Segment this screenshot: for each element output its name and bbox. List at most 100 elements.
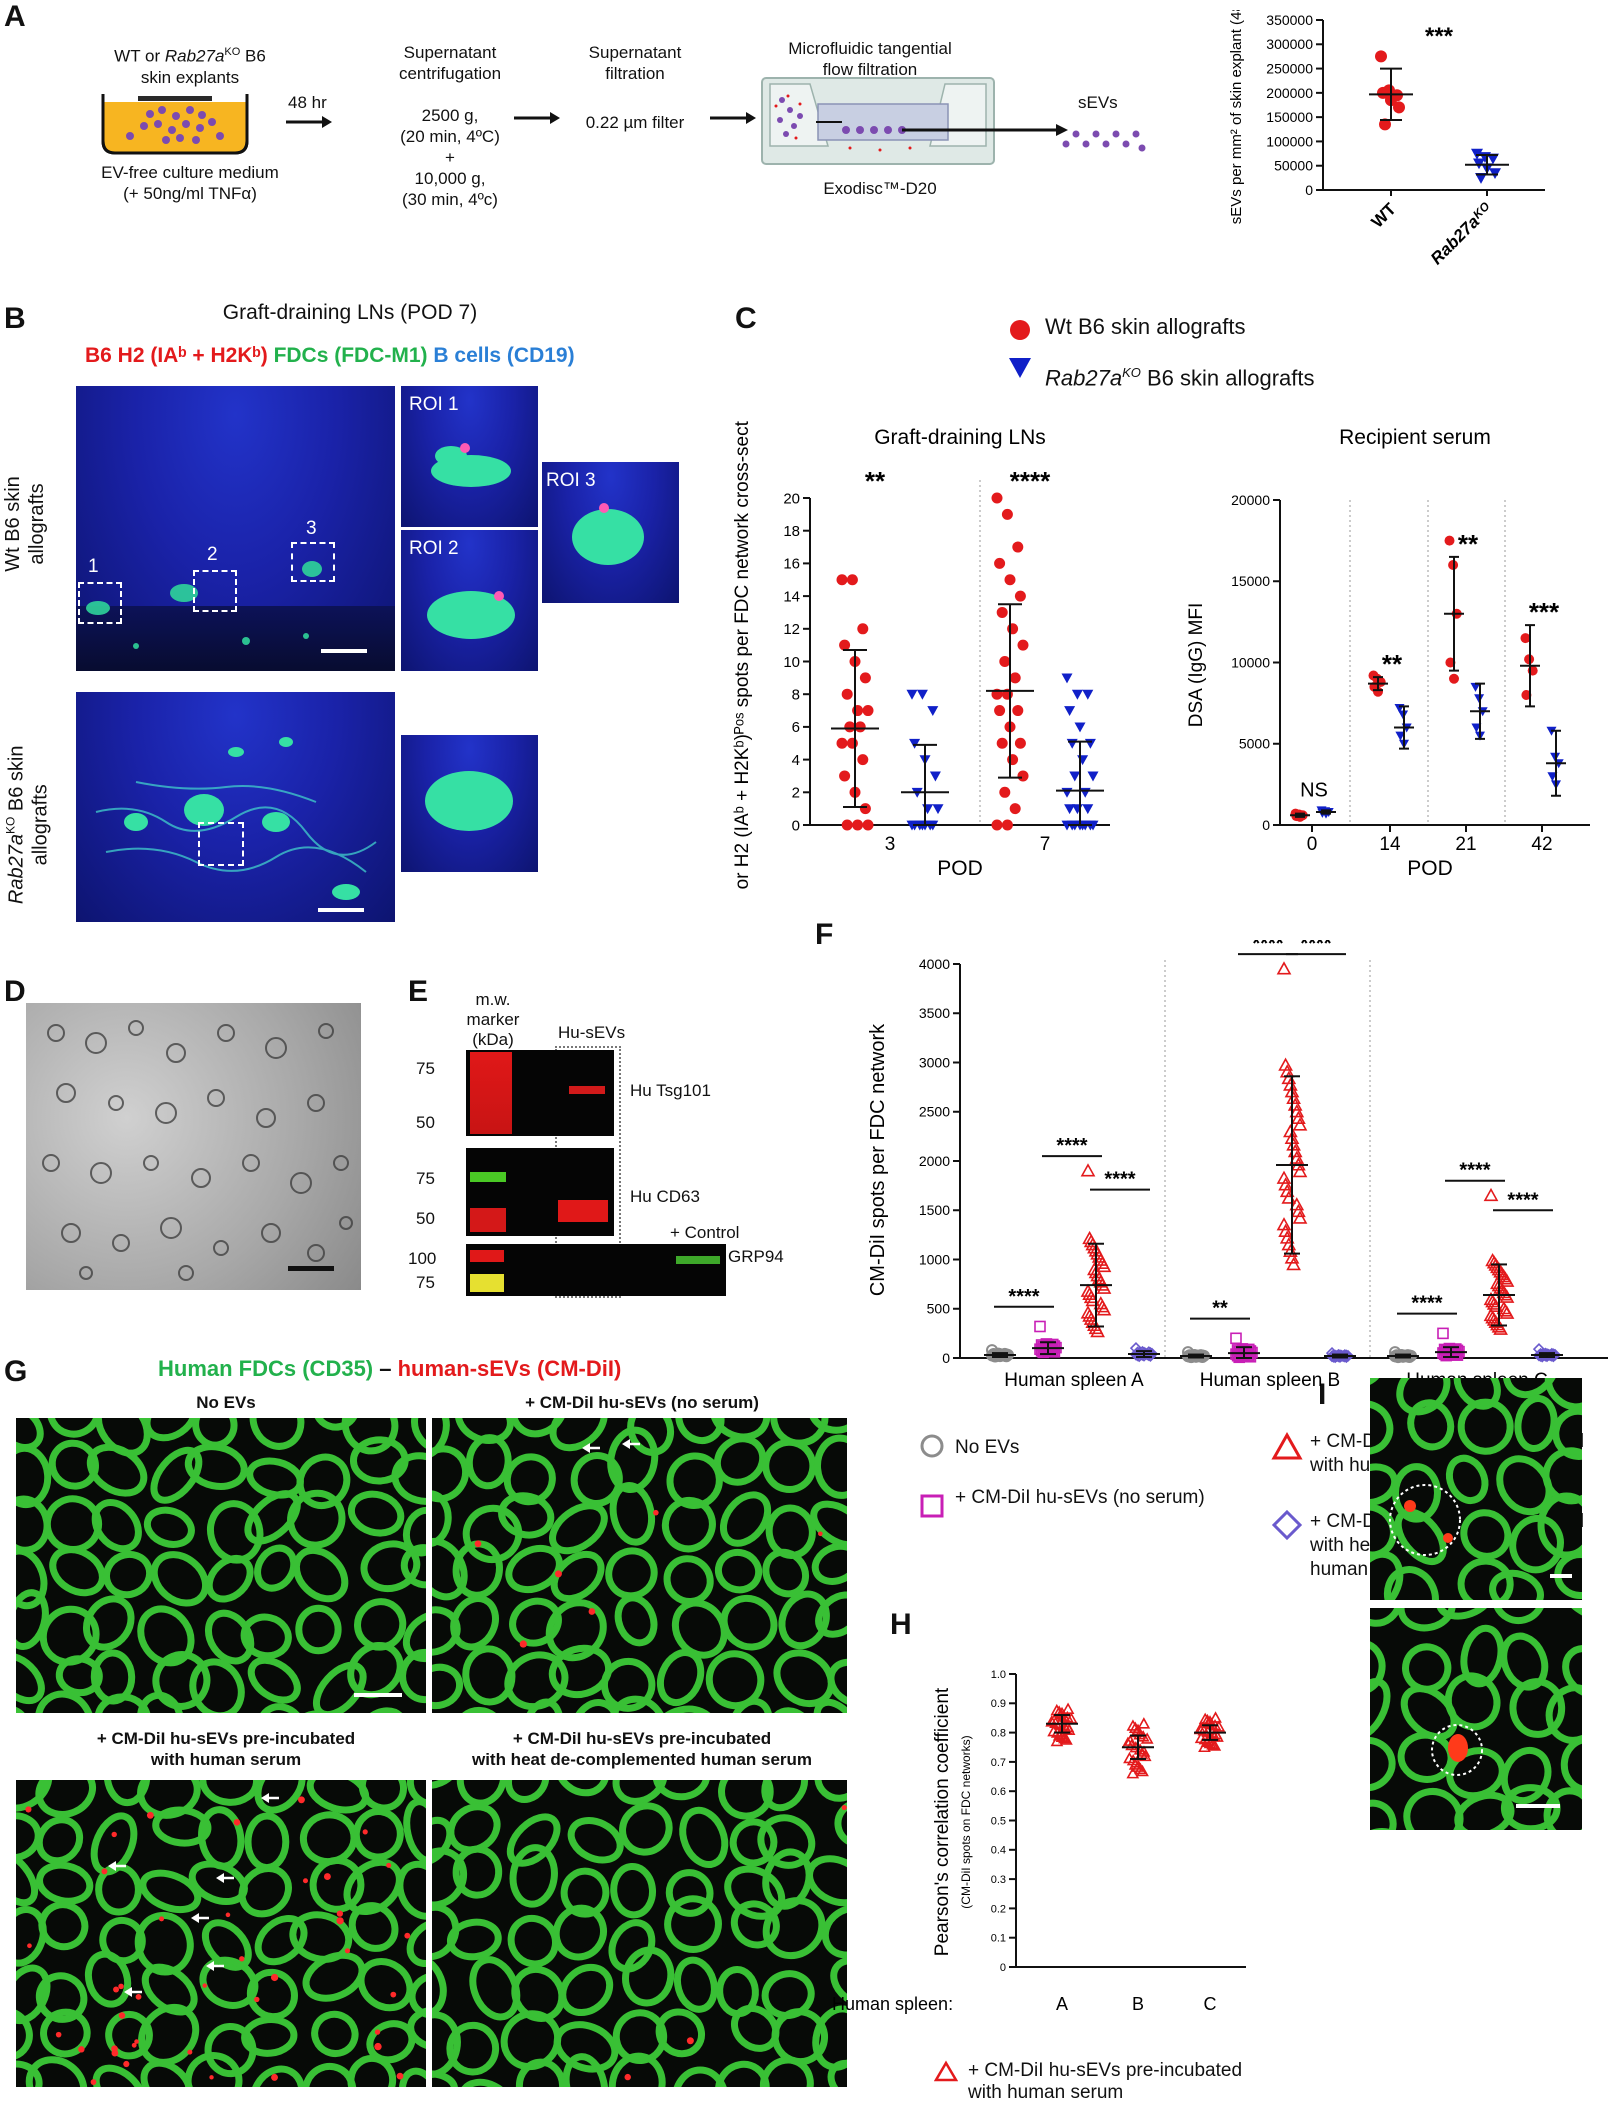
- chart-c-left-y-tick-label: 8: [792, 686, 800, 703]
- roi-1-inset: ROI 1: [401, 386, 538, 527]
- chart-c-left-point: [1010, 803, 1021, 814]
- chart-c-left-point: [997, 607, 1008, 618]
- mw-tick-1a: 75: [416, 1058, 435, 1079]
- chart-c-left-point: [1077, 755, 1088, 765]
- img2-caption: + CM-DiI hu-sEVs (no serum): [432, 1392, 852, 1413]
- chart-h-y-tick-label: 0.8: [991, 1727, 1006, 1739]
- chart-c-left-point: [909, 739, 920, 749]
- chart-f-y-tick-label: 1500: [919, 1202, 950, 1218]
- chart-c-left-point: [852, 705, 863, 716]
- chart-f-point: [1278, 963, 1290, 974]
- chart-f-point: [1438, 1328, 1448, 1338]
- micrograph-heat-serum: [432, 1780, 847, 2087]
- chart-c-right-point: [1449, 674, 1459, 684]
- electron-micrograph: [26, 1003, 361, 1290]
- mw-tick-3a: 100: [408, 1248, 436, 1269]
- chart-c-left-point: [863, 820, 874, 831]
- chart-c-left-y-tick-label: 16: [783, 556, 800, 573]
- roi-box-1-label: 1: [88, 556, 99, 578]
- chart-c-left-point: [857, 754, 868, 765]
- chart-h-ylabel: Pearson's correlation coefficient: [932, 1687, 953, 1956]
- chart-c-left-point: [997, 738, 1008, 749]
- chart-c-right-y-tick-label: 5000: [1239, 736, 1270, 752]
- chart-f-significance: ****: [1104, 1169, 1135, 1191]
- chart-c-left-point: [1002, 820, 1013, 831]
- chart-c-left-point: [839, 640, 850, 651]
- chart-c-left-xlabel: POD: [937, 857, 983, 880]
- chart-c-left-point: [855, 721, 866, 732]
- band-grp94: GRP94: [728, 1246, 784, 1267]
- scale-bar: [318, 908, 364, 912]
- roi-3-inset: ROI 3: [542, 462, 679, 603]
- chart-f-significance: ****: [1056, 1135, 1087, 1157]
- mw-tick-2a: 75: [416, 1168, 435, 1189]
- chart-c-left-ylabel: Donor H2 (IAᵇ + H2Kᵇ)ᴾᵒˢ spots per FDC n…: [732, 420, 753, 890]
- exodisc-label: Exodisc™-D20: [795, 178, 965, 199]
- chart-c-left-point: [933, 804, 944, 814]
- chart-c-right-y-tick-label: 15000: [1231, 573, 1270, 589]
- band-tsg101: Hu Tsg101: [630, 1080, 711, 1101]
- chart-c-right-ylabel: DSA (IgG) MFI: [1186, 603, 1207, 728]
- chart-a-x-label: Rab27aᴷᴼ: [1427, 199, 1496, 268]
- chart-f-point: [1294, 1119, 1306, 1130]
- chart-f-y-tick-label: 2000: [919, 1153, 950, 1169]
- blot-grp94: [466, 1244, 726, 1296]
- time-label: 48 hr: [288, 92, 327, 113]
- chart-c-left-point: [917, 690, 928, 700]
- fdc-network-texture: [432, 1418, 847, 1713]
- chart-h-xprefix: Human spleen:: [832, 1994, 953, 2014]
- legend-markers-f-left: [918, 1432, 948, 1552]
- blot-cd63: [466, 1148, 614, 1236]
- chart-f-significance: **: [1212, 1298, 1228, 1320]
- chart-c-left-y-tick-label: 18: [783, 523, 800, 540]
- arrow-1-icon: [284, 112, 334, 132]
- chart-c-right-significance: **: [1458, 529, 1479, 559]
- micrograph-no-serum: [432, 1418, 847, 1713]
- micrograph-i-bottom: [1370, 1608, 1582, 1830]
- chart-f-y-tick-label: 3500: [919, 1005, 950, 1021]
- mw-tick-2b: 50: [416, 1208, 435, 1229]
- medium-label: EV-free culture medium(+ 50ng/ml TNFα): [70, 162, 310, 204]
- chart-c-left-y-tick-label: 10: [783, 654, 800, 671]
- chart-c-left-x-label: 3: [885, 834, 896, 855]
- panel-b-title: Graft-draining LNs (POD 7): [170, 302, 530, 323]
- fdc-network-texture: [16, 1780, 426, 2087]
- roi-box-3: [291, 542, 335, 582]
- chart-a-y-tick-label: 100000: [1266, 133, 1313, 149]
- chart-f-significance: ****: [1008, 1286, 1039, 1308]
- roi-box-3-label: 3: [306, 518, 317, 540]
- chart-c-left-point: [842, 820, 853, 831]
- chart-c-left-point: [992, 820, 1003, 831]
- chart-c-left-significance: **: [865, 466, 886, 496]
- chart-h-y-tick-label: 0.7: [991, 1757, 1006, 1769]
- panel-label-e: E: [408, 975, 428, 1009]
- chart-c-left-y-tick-label: 20: [783, 490, 800, 507]
- sevs-dots-illustration: [1058, 120, 1148, 156]
- panel-label-c: C: [735, 302, 757, 336]
- chart-c-left-point: [1067, 739, 1078, 749]
- chart-c-right-x-label: 42: [1531, 834, 1552, 855]
- arrowhead-icon: [191, 1913, 199, 1923]
- chart-h-y-tick-label: 0.3: [991, 1874, 1006, 1886]
- arrow-4-icon: [900, 120, 1070, 140]
- chart-c-left-point: [1062, 788, 1073, 798]
- chart-c-right-significance: NS: [1300, 779, 1328, 801]
- arrowhead-icon: [622, 1439, 630, 1449]
- blot-tsg101: [466, 1050, 614, 1136]
- chart-c-left-y-tick-label: 12: [783, 621, 800, 638]
- panel-label-b: B: [4, 302, 26, 336]
- chart-f-group-label: Human spleen B: [1200, 1370, 1340, 1391]
- chart-a-y-tick-label: 50000: [1274, 158, 1313, 174]
- panel-g-title: Human FDCs (CD35) – human-sEVs (CM-DiI): [158, 1358, 621, 1379]
- chart-c-left-point: [1072, 690, 1083, 700]
- chart-c-left-point: [860, 672, 871, 683]
- mw-tick-3b: 75: [416, 1272, 435, 1293]
- chart-f-point: [1294, 1166, 1306, 1177]
- chart-f-significance: ****: [1300, 940, 1331, 955]
- chart-c-left-point: [1075, 723, 1086, 733]
